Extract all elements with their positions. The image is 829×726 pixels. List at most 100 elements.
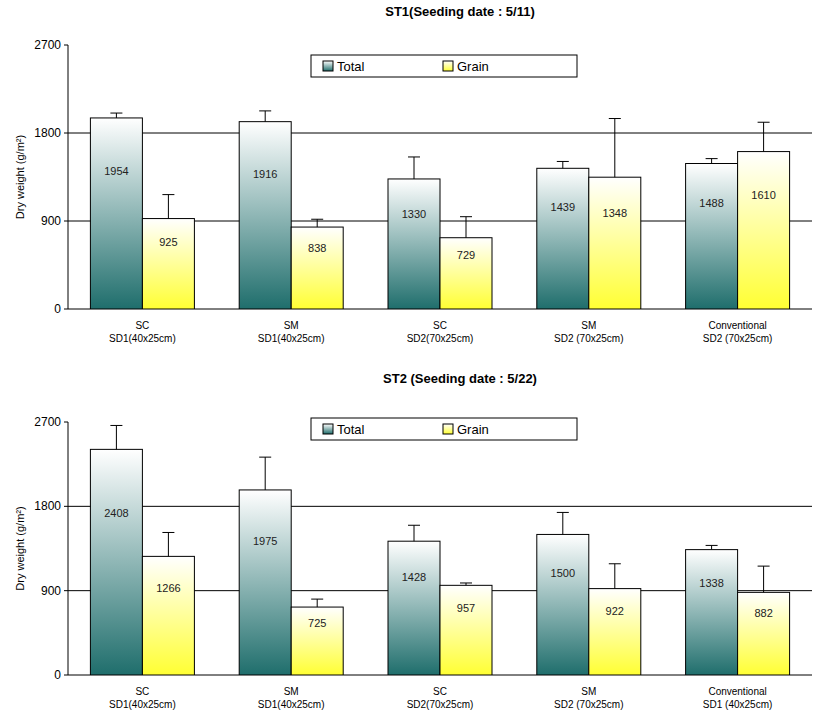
- bar: [239, 122, 291, 309]
- y-axis: [68, 422, 69, 675]
- legend: TotalGrain: [311, 55, 577, 77]
- error-cap: [609, 118, 621, 119]
- bar: [239, 490, 291, 675]
- error-cap: [110, 113, 122, 114]
- category-line: SD1 (40x25cm): [703, 699, 772, 710]
- bar: [142, 556, 194, 675]
- data-labels: 1954925191683813307291439134814881610: [104, 165, 776, 261]
- tick: [64, 506, 68, 507]
- error-bar: [311, 219, 323, 227]
- legend-box: [311, 418, 577, 440]
- error-bar: [110, 425, 122, 449]
- chart: ST1(Seeding date : 5/11)Dry weight (g/m²…: [14, 4, 812, 344]
- category-line: SC: [433, 686, 447, 697]
- category-line: SM: [581, 686, 596, 697]
- error-stem: [317, 599, 318, 607]
- data-label: 838: [308, 242, 326, 254]
- category-line: SM: [284, 686, 299, 697]
- data-label: 1488: [699, 197, 723, 209]
- category-line: SC: [135, 686, 149, 697]
- tick-label: 900: [41, 584, 61, 598]
- error-cap: [311, 219, 323, 220]
- data-label: 1975: [253, 535, 277, 547]
- category-label: ConventionalSD2 (70x25cm): [703, 320, 772, 344]
- data-label: 922: [606, 605, 624, 617]
- category-line: SC: [135, 320, 149, 331]
- data-label: 1266: [156, 582, 180, 594]
- data-labels: 240812661975725142895715009221338882: [104, 507, 773, 629]
- legend-swatch: [323, 424, 333, 434]
- error-stem: [317, 219, 318, 227]
- error-stem: [711, 159, 712, 164]
- error-stem: [562, 161, 563, 168]
- error-cap: [259, 457, 271, 458]
- error-bar: [408, 157, 420, 179]
- error-bar: [460, 583, 472, 585]
- error-stem: [466, 217, 467, 238]
- bar: [291, 607, 343, 675]
- data-label: 729: [457, 249, 475, 261]
- category-label: SM SD1(40x25cm): [258, 686, 325, 710]
- tick: [64, 133, 68, 134]
- tick-label: 2700: [34, 415, 61, 429]
- data-label: 1916: [253, 168, 277, 180]
- bar: [589, 177, 641, 309]
- marks: [90, 425, 789, 675]
- bar: [537, 534, 589, 675]
- error-bar: [609, 564, 621, 589]
- error-bar: [758, 566, 770, 592]
- bar: [440, 238, 492, 309]
- tick: [64, 221, 68, 222]
- tick-label: 900: [41, 214, 61, 228]
- bar: [90, 118, 142, 309]
- error-stem: [614, 564, 615, 589]
- error-bar: [110, 113, 122, 118]
- category-line: SD1(40x25cm): [109, 699, 176, 710]
- category-label: SMSD2 (70x25cm): [554, 320, 623, 344]
- legend-label: Grain: [457, 422, 489, 437]
- y-axis: [68, 45, 69, 309]
- error-cap: [758, 122, 770, 123]
- error-stem: [414, 525, 415, 541]
- error-bar: [706, 159, 718, 164]
- category-line: SM: [581, 320, 596, 331]
- error-cap: [706, 158, 718, 159]
- category-line: SD2(70x25cm): [407, 699, 474, 710]
- bar: [291, 227, 343, 309]
- y-axis-label: Dry weight (g/m²): [14, 506, 26, 590]
- error-stem: [116, 425, 117, 449]
- error-stem: [265, 457, 266, 490]
- error-cap: [311, 599, 323, 600]
- bar: [90, 449, 142, 675]
- bar: [537, 168, 589, 309]
- category-line: SD1(40x25cm): [258, 333, 325, 344]
- data-label: 882: [754, 607, 772, 619]
- error-stem: [711, 545, 712, 549]
- tick-label: 1800: [34, 126, 61, 140]
- error-stem: [168, 195, 169, 219]
- error-cap: [408, 156, 420, 157]
- error-cap: [259, 110, 271, 111]
- tick: [64, 590, 68, 591]
- category-label: SM SD2 (70x25cm): [554, 686, 623, 710]
- bar: [388, 541, 440, 675]
- error-stem: [562, 512, 563, 534]
- error-bar: [557, 161, 569, 168]
- category-line: SD1(40x25cm): [258, 699, 325, 710]
- error-cap: [460, 582, 472, 583]
- tick: [64, 422, 68, 423]
- legend-box: [311, 55, 577, 77]
- bar: [738, 592, 790, 675]
- error-bar: [408, 525, 420, 541]
- category-line: SD2 (70x25cm): [554, 699, 623, 710]
- tick: [64, 309, 68, 310]
- category-line: SD2(70x25cm): [407, 333, 474, 344]
- error-stem: [168, 532, 169, 556]
- title: ST1(Seeding date : 5/11): [385, 4, 535, 19]
- error-bar: [609, 119, 621, 178]
- data-label: 1610: [751, 189, 775, 201]
- data-label: 725: [308, 617, 326, 629]
- grid-line: [68, 133, 812, 134]
- error-cap: [460, 216, 472, 217]
- error-bar: [259, 457, 271, 490]
